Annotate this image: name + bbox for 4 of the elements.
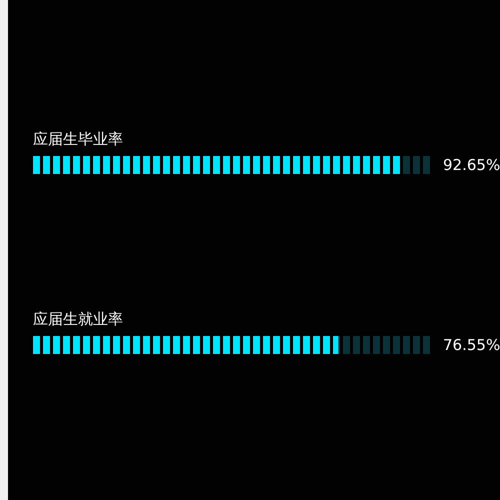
y-tick-label: 应届生毕业率	[33, 130, 123, 148]
data-label: 92.65%	[443, 156, 500, 174]
y-tick-label: 应届生就业率	[33, 310, 123, 328]
data-label: 76.55%	[443, 336, 500, 354]
